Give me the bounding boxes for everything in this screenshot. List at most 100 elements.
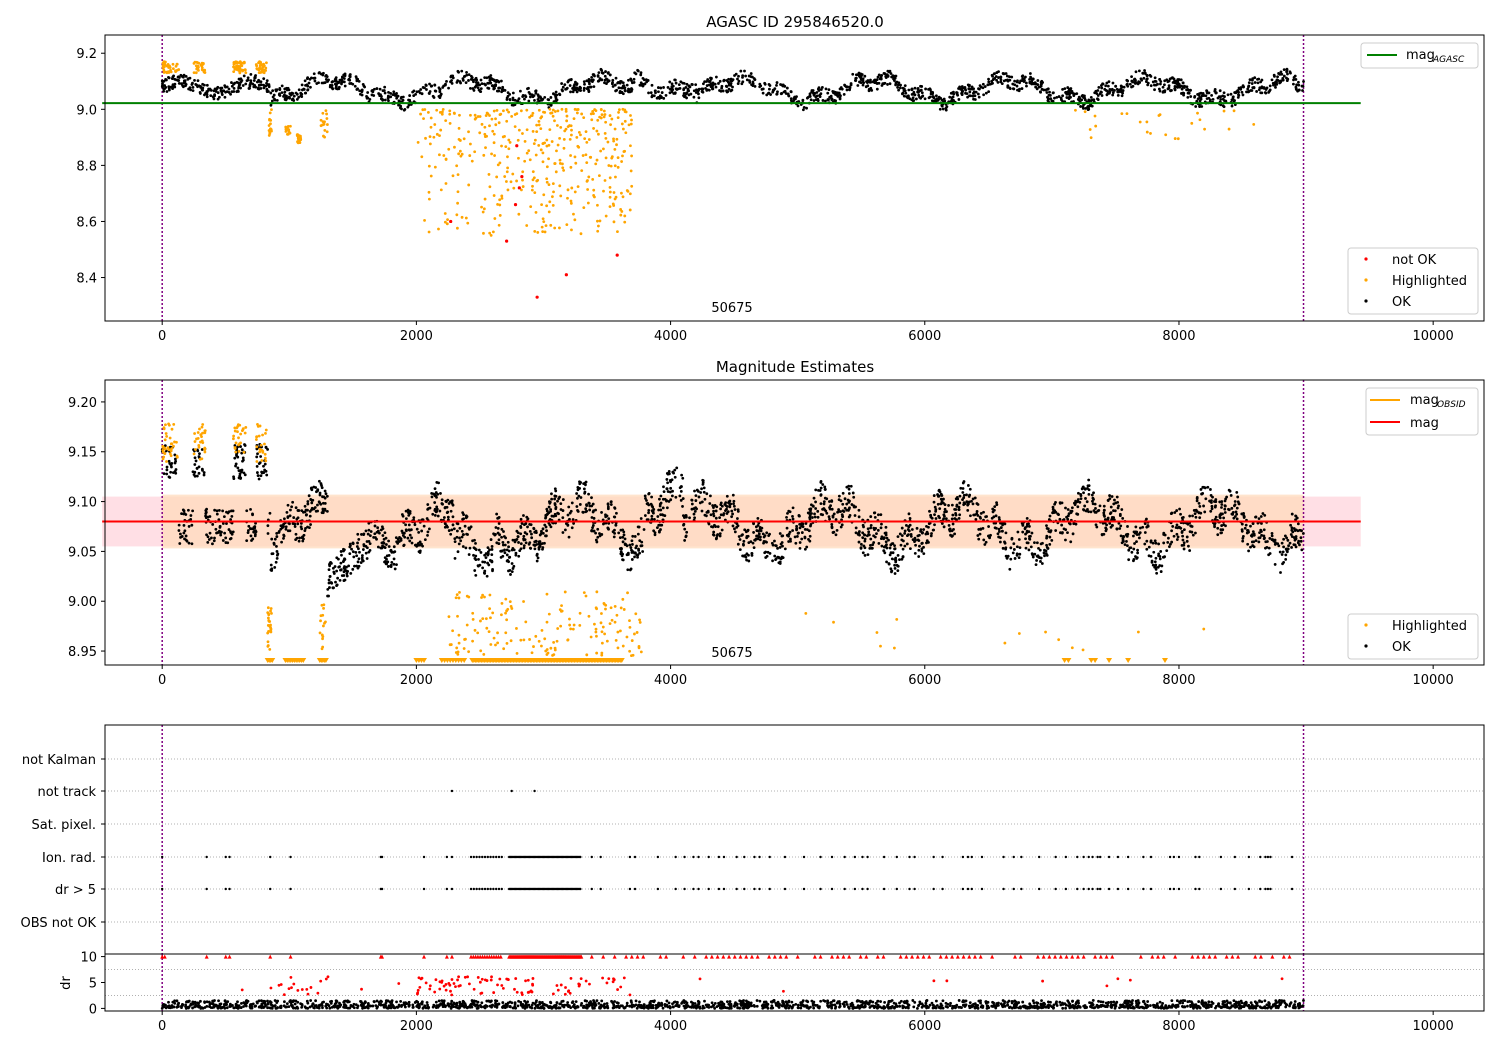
ok-point [878,77,882,81]
ok-point [1043,554,1046,558]
ok-point [1257,517,1261,521]
x-tick-label: 0 [158,329,166,344]
ok-point [944,108,948,112]
ok-point [894,74,898,78]
ok-point [383,98,387,102]
ok-point [757,532,761,536]
ok-point [1200,105,1204,108]
ok-point [238,472,242,476]
ok-point [215,86,219,90]
ok-point [438,96,442,100]
highlighted-point [521,170,525,174]
ok-point [816,509,820,513]
ok-point [916,534,920,538]
ok-point [327,78,330,82]
ok-point [694,83,698,87]
ok-point [357,564,361,568]
highlighted-point [569,154,572,157]
ok-point [1294,78,1298,81]
ok-point [1247,549,1250,553]
ok-point [693,516,697,520]
ok-point [1077,95,1081,99]
ok-point [1226,93,1230,97]
highlighted-point [492,109,496,113]
ok-point [918,544,921,548]
ok-point [724,504,728,508]
ok-point [726,80,730,84]
highlighted-point [629,114,632,117]
ok-point [1125,540,1128,543]
ok-point [781,534,785,538]
highlighted-point [164,70,168,74]
ok-point [1039,560,1042,563]
ok-point [464,546,468,550]
ok-point [489,74,493,77]
ok-point [623,537,627,541]
ok-point [1130,75,1133,79]
ok-point [987,90,991,93]
ok-point [1006,78,1009,82]
ok-point [1102,513,1106,517]
ok-point [819,88,823,91]
ok-point [440,502,444,505]
highlighted-point [439,128,443,132]
ok-point [998,540,1002,544]
ok-point [684,535,688,539]
ok-point [309,85,312,89]
highlighted-point [570,133,573,137]
ok-point [507,569,510,573]
ok-point [357,79,361,83]
ok-point [1021,530,1025,534]
ok-point [395,96,399,100]
ok-point [973,496,977,500]
ok-point [1189,88,1192,92]
ok-point [584,480,588,484]
ok-point [800,531,804,534]
ok-point [1259,91,1263,95]
ok-point [1100,94,1104,97]
x-tick-label: 8000 [1162,673,1195,688]
ok-point [1259,515,1263,518]
ok-point [1198,516,1202,520]
highlighted-point [537,123,541,127]
ok-point [450,528,454,532]
ok-point [363,85,367,89]
ok-point [1028,77,1031,81]
ok-point [764,556,768,559]
ok-point [1159,550,1163,553]
ok-point [250,539,253,542]
ok-point [387,91,390,94]
ok-point [1061,87,1064,91]
ok-point [563,83,567,87]
ok-point [711,81,715,85]
ok-point [275,557,279,560]
ok-point [666,86,670,89]
ok-point [519,526,523,529]
ok-point [356,560,360,564]
ok-point [182,512,186,515]
highlighted-point [614,195,618,199]
highlighted-point [609,164,613,168]
ok-point [256,474,260,477]
ok-point [266,83,270,87]
ok-point [309,487,313,491]
ok-point [1087,478,1091,482]
ok-point [1006,85,1010,89]
ok-point [988,536,991,540]
ok-point [1082,508,1086,512]
highlighted-point [579,133,582,137]
ok-point [1220,524,1224,527]
ok-point [977,87,980,91]
ok-point [253,534,257,538]
highlighted-point [551,182,555,186]
ok-point [270,552,274,556]
ok-point [243,444,247,447]
ok-point [839,499,843,503]
ok-point [776,546,779,550]
ok-point [1294,514,1298,518]
highlighted-point [527,149,531,153]
ok-point [886,83,889,86]
ok-point [447,502,451,505]
ok-point [408,94,412,97]
ok-point [840,513,844,517]
